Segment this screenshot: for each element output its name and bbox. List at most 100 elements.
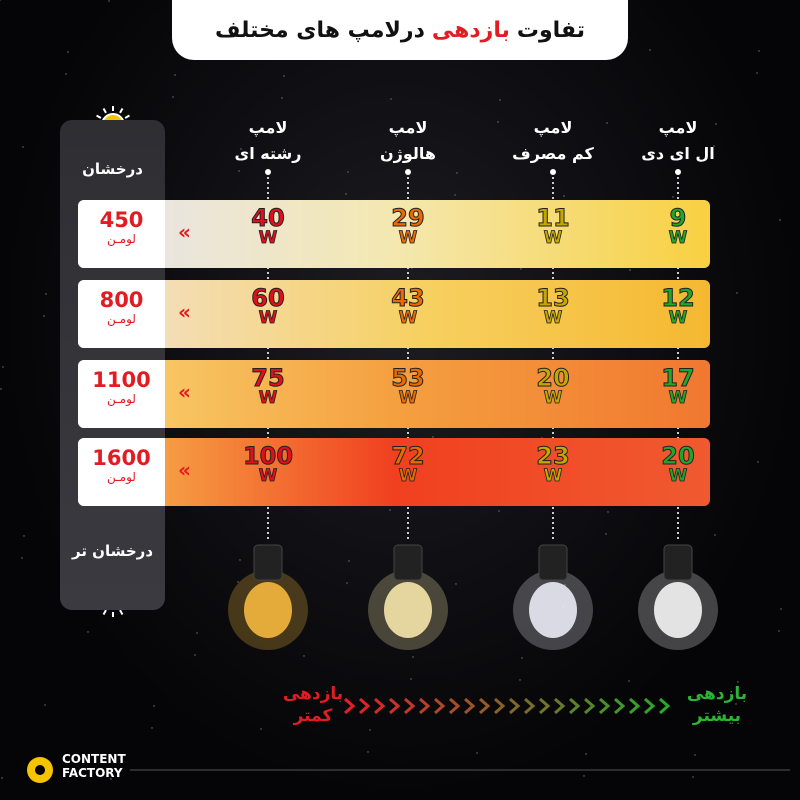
watt-cell: 60 W [238,286,298,327]
star [194,654,196,656]
lumens: 1100 [92,368,151,392]
sun-ray [102,609,107,615]
watt-unit: W [258,466,278,486]
star [2,366,4,368]
star [390,98,392,100]
sun-ray [119,609,124,615]
sun-ray [119,108,124,114]
star [44,704,46,706]
watt-unit: W [258,308,278,328]
socket [393,544,423,581]
star [67,51,69,53]
watt-cell: 75 W [238,366,298,407]
bulb [529,582,577,638]
star [715,123,717,125]
star [713,145,715,147]
bulb [384,582,432,638]
star [564,584,566,586]
star [497,121,499,123]
watt-unit: W [668,388,688,408]
star [239,559,241,561]
efficiency-low: بازدهی کمتر [282,684,344,727]
star [281,97,283,99]
watt-cell: 13 W [523,286,583,327]
watt-cell: 12 W [648,286,708,327]
star [498,510,500,512]
star [605,533,607,535]
lamp-header: لامپ کم مصرف [493,115,613,166]
efficiency-chevron [644,697,656,715]
watt-unit: W [668,308,688,328]
wire-dot [550,169,556,175]
efficiency-chevron [509,697,521,715]
efficiency-chevron [524,697,536,715]
star [43,315,45,317]
lumen-box: 1600 لومـن [78,438,165,506]
row: 450 لومـن «9 W 11 W 29 W 40 W [78,200,710,268]
star [410,678,412,680]
star [87,631,89,633]
star [456,172,458,174]
star [521,657,523,659]
star [519,679,521,681]
star [412,656,414,658]
efficiency-chevron [344,697,356,715]
watt-cell: 11 W [523,206,583,247]
watt-unit: W [543,308,563,328]
star [347,171,349,173]
lamp-name: لامپ [658,118,698,137]
socket [538,544,568,581]
watt-unit: W [543,466,563,486]
watt-unit: W [258,388,278,408]
efficiency-chevron [614,697,626,715]
bulb [244,582,292,638]
logo-line1: CONTENT [62,752,126,766]
watts: 43 [391,284,425,312]
watts: 60 [251,284,285,312]
lumen-box: 1100 لومـن [78,360,165,428]
star [21,557,23,559]
chevron: « [178,458,191,482]
star [757,461,759,463]
row: 800 لومـن «12 W 13 W 43 W 60 W [78,280,710,348]
star [0,0,1,1]
watts: 40 [251,204,285,232]
star [283,75,285,77]
star [348,560,350,562]
watts: 23 [536,442,570,470]
watt-cell: 43 W [378,286,438,327]
star [23,535,25,537]
lamp-type: کم مصرف [512,143,594,163]
star [520,268,522,270]
lamp-type: ال ای دی [641,143,715,163]
star [694,754,696,756]
watts: 29 [391,204,425,232]
star [714,534,716,536]
star [240,148,242,150]
star [432,436,434,438]
row: 1600 لومـن «20 W 23 W 72 W 100 W [78,438,710,506]
star [756,72,758,74]
watt-unit: W [398,466,418,486]
watts: 20 [536,364,570,392]
star [45,293,47,295]
star [583,775,585,777]
efficiency-chevron [659,697,671,715]
star [649,49,651,51]
watts: 20 [661,442,695,470]
chevron: « [178,220,191,244]
title-highlight: بازدهی [431,17,510,43]
star [499,99,501,101]
star [151,727,153,729]
efficiency-chevron [464,697,476,715]
lamp-header: لامپ هالوژن [348,115,468,166]
efficiency-high: بازدهی بیشتر [686,684,748,727]
socket [253,544,283,581]
star [238,170,240,172]
socket [663,544,693,581]
brightness-top: درخشان [82,160,143,178]
row: 1100 لومـن «17 W 20 W 53 W 75 W [78,360,710,428]
efficiency-chevron [404,697,416,715]
star [65,73,67,75]
wire-dot [265,169,271,175]
